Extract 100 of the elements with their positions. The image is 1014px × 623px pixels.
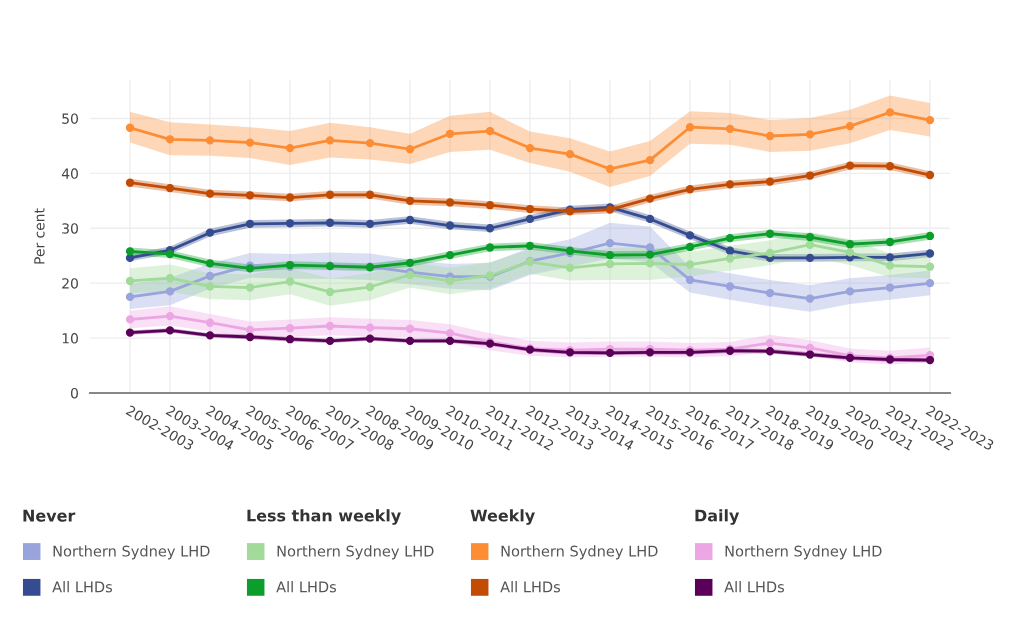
point (845, 248, 855, 257)
point (405, 324, 415, 333)
y-tick-label: 20 (62, 278, 78, 289)
point (205, 228, 215, 237)
point (445, 198, 455, 207)
point (245, 332, 255, 342)
point (325, 287, 335, 297)
legend-label: All LHDs (724, 581, 785, 593)
point (805, 350, 815, 359)
point (125, 178, 135, 187)
point (125, 292, 135, 302)
point (165, 311, 175, 321)
point (125, 123, 135, 132)
point (165, 184, 175, 193)
point (445, 129, 455, 138)
point (525, 204, 535, 214)
text: Daily (695, 509, 740, 525)
point (485, 243, 495, 252)
point (245, 219, 255, 229)
point (805, 171, 815, 180)
y-tick-label: 30 (62, 223, 78, 234)
point (765, 248, 775, 258)
point (325, 336, 335, 346)
point (685, 242, 695, 252)
point (245, 191, 255, 200)
y-tick-label: 10 (62, 333, 78, 344)
point (645, 250, 655, 259)
point (365, 138, 375, 148)
point (165, 326, 175, 335)
point (325, 190, 335, 199)
legend-label: All LHDs (276, 581, 337, 593)
point (605, 238, 615, 248)
point (805, 253, 815, 263)
point (405, 215, 415, 225)
text: Never (23, 509, 76, 522)
point (285, 277, 295, 286)
point (925, 279, 935, 288)
point (405, 336, 415, 346)
point (805, 294, 815, 303)
point (565, 263, 575, 272)
legend-label: Northern Sydney LHD (53, 545, 210, 560)
point (725, 180, 735, 189)
legend-label: All LHDs (52, 581, 113, 593)
point (525, 143, 535, 153)
point (125, 315, 135, 324)
point (445, 251, 455, 260)
point (805, 130, 815, 139)
point (725, 233, 735, 243)
point (365, 334, 375, 343)
point (245, 283, 255, 292)
point (925, 115, 935, 125)
point (805, 232, 815, 242)
point (565, 149, 575, 159)
point (205, 189, 215, 198)
point (485, 126, 495, 136)
legend-label: Northern Sydney LHD (725, 545, 882, 560)
legend-label: Northern Sydney LHD (501, 545, 658, 560)
point (205, 271, 215, 281)
point (685, 185, 695, 194)
point (205, 318, 215, 327)
y-tick-label: 0 (70, 387, 78, 399)
point (405, 196, 415, 205)
point (445, 328, 455, 338)
point (685, 231, 695, 240)
point (165, 249, 175, 259)
point (885, 237, 895, 247)
point (285, 143, 295, 153)
point (125, 328, 135, 337)
point (645, 156, 655, 165)
point (765, 288, 775, 298)
text: Less than weekly (247, 509, 401, 525)
point (245, 138, 255, 147)
point (285, 193, 295, 202)
point (845, 161, 855, 170)
point (765, 177, 775, 186)
point (645, 243, 655, 252)
point (285, 324, 295, 333)
point (205, 331, 215, 340)
point (605, 251, 615, 260)
point (365, 282, 375, 292)
point (525, 214, 535, 224)
point (445, 276, 455, 286)
point (165, 135, 175, 144)
point (605, 348, 615, 358)
point (765, 338, 775, 348)
point (365, 323, 375, 332)
point (925, 170, 935, 180)
point (845, 287, 855, 296)
point (405, 145, 415, 154)
point (925, 355, 935, 365)
point (885, 108, 895, 117)
point (125, 247, 135, 256)
point (725, 124, 735, 134)
point (525, 241, 535, 251)
point (365, 219, 375, 229)
point (725, 282, 735, 291)
point (725, 246, 735, 255)
point (445, 336, 455, 346)
point (605, 164, 615, 174)
point (125, 276, 135, 286)
